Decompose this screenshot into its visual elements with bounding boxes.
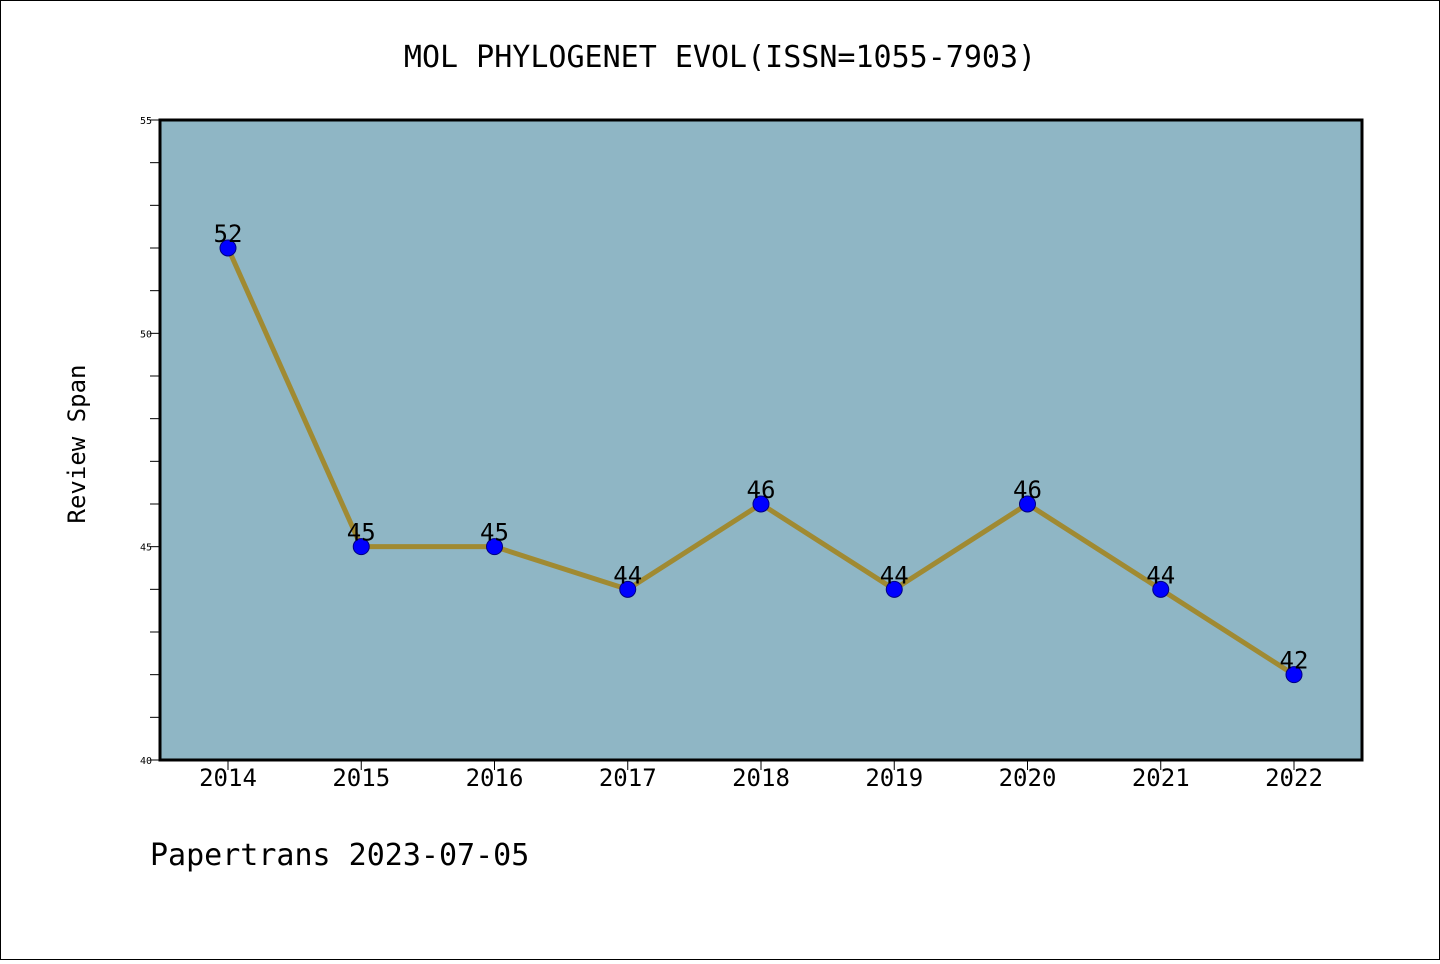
y-tick-label: 40: [140, 756, 152, 767]
x-tick-label: 2022: [1265, 764, 1323, 792]
data-point: [219, 239, 237, 257]
footer-text: Papertrans 2023-07-05: [150, 838, 529, 873]
y-tick-label: 50: [140, 329, 152, 340]
y-tick-label: 55: [140, 116, 152, 127]
data-label: 42: [1280, 647, 1309, 675]
data-point: [352, 538, 370, 556]
x-tick-label: 2021: [1132, 764, 1190, 792]
data-point: [885, 580, 903, 598]
data-point: [619, 580, 637, 598]
data-point: [486, 538, 503, 556]
y-axis: 40 45 50 55: [140, 116, 160, 767]
data-label: 44: [880, 561, 909, 589]
x-tick-label: 2016: [466, 764, 524, 792]
data-label: 44: [613, 561, 642, 589]
data-label: 46: [1013, 476, 1042, 504]
x-tick-label: 2015: [332, 764, 390, 792]
x-axis: 2014 2015 2016 2017 2018 2019 2020 2021 2022: [199, 760, 1323, 792]
x-tick-label: 2014: [199, 764, 257, 792]
plot-area: [158, 118, 1364, 762]
data-point: [1285, 666, 1303, 684]
data-label: 44: [1146, 561, 1175, 589]
data-label: 46: [747, 476, 776, 504]
x-tick-label: 2020: [999, 764, 1057, 792]
data-label: 45: [347, 519, 376, 547]
data-label: 45: [480, 519, 509, 547]
data-point: [752, 495, 770, 513]
x-tick-label: 2019: [865, 764, 923, 792]
x-tick-label: 2018: [732, 764, 790, 792]
chart-title: MOL PHYLOGENET EVOL(ISSN=1055-7903): [404, 40, 1036, 75]
y-tick-label: 45: [140, 543, 152, 554]
data-point: [1152, 580, 1170, 598]
data-label: 52: [214, 220, 243, 248]
x-tick-label: 2017: [599, 764, 657, 792]
y-axis-label: Review Span: [63, 365, 91, 524]
series-layer: 52 45 45 44 46 44 46 44 42: [214, 220, 1309, 684]
data-point: [1019, 495, 1036, 513]
